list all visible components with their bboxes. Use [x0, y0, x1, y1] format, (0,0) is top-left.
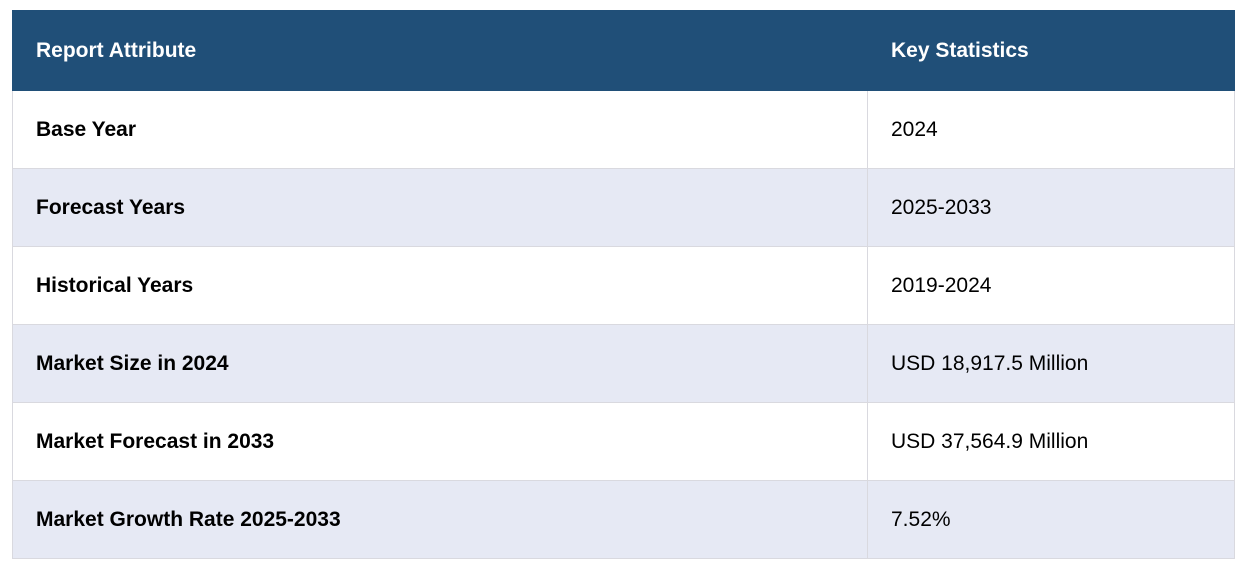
- table-row: Market Growth Rate 2025-2033 7.52%: [12, 480, 1235, 559]
- statistic-cell: 2025-2033: [867, 168, 1235, 247]
- statistic-cell: 7.52%: [867, 480, 1235, 559]
- table-row: Market Forecast in 2033 USD 37,564.9 Mil…: [12, 402, 1235, 481]
- table-row: Historical Years 2019-2024: [12, 246, 1235, 325]
- header-report-attribute: Report Attribute: [12, 10, 868, 91]
- table-header-row: Report Attribute Key Statistics: [12, 10, 1235, 91]
- statistic-cell: USD 18,917.5 Million: [867, 324, 1235, 403]
- statistic-cell: USD 37,564.9 Million: [867, 402, 1235, 481]
- table-row: Market Size in 2024 USD 18,917.5 Million: [12, 324, 1235, 403]
- attribute-cell: Base Year: [12, 90, 868, 169]
- attribute-cell: Forecast Years: [12, 168, 868, 247]
- report-attributes-table: Report Attribute Key Statistics Base Yea…: [12, 10, 1235, 559]
- statistic-cell: 2019-2024: [867, 246, 1235, 325]
- header-key-statistics: Key Statistics: [867, 10, 1235, 91]
- statistic-cell: 2024: [867, 90, 1235, 169]
- table-row: Forecast Years 2025-2033: [12, 168, 1235, 247]
- table-row: Base Year 2024: [12, 90, 1235, 169]
- attribute-cell: Market Growth Rate 2025-2033: [12, 480, 868, 559]
- attribute-cell: Market Forecast in 2033: [12, 402, 868, 481]
- attribute-cell: Historical Years: [12, 246, 868, 325]
- attribute-cell: Market Size in 2024: [12, 324, 868, 403]
